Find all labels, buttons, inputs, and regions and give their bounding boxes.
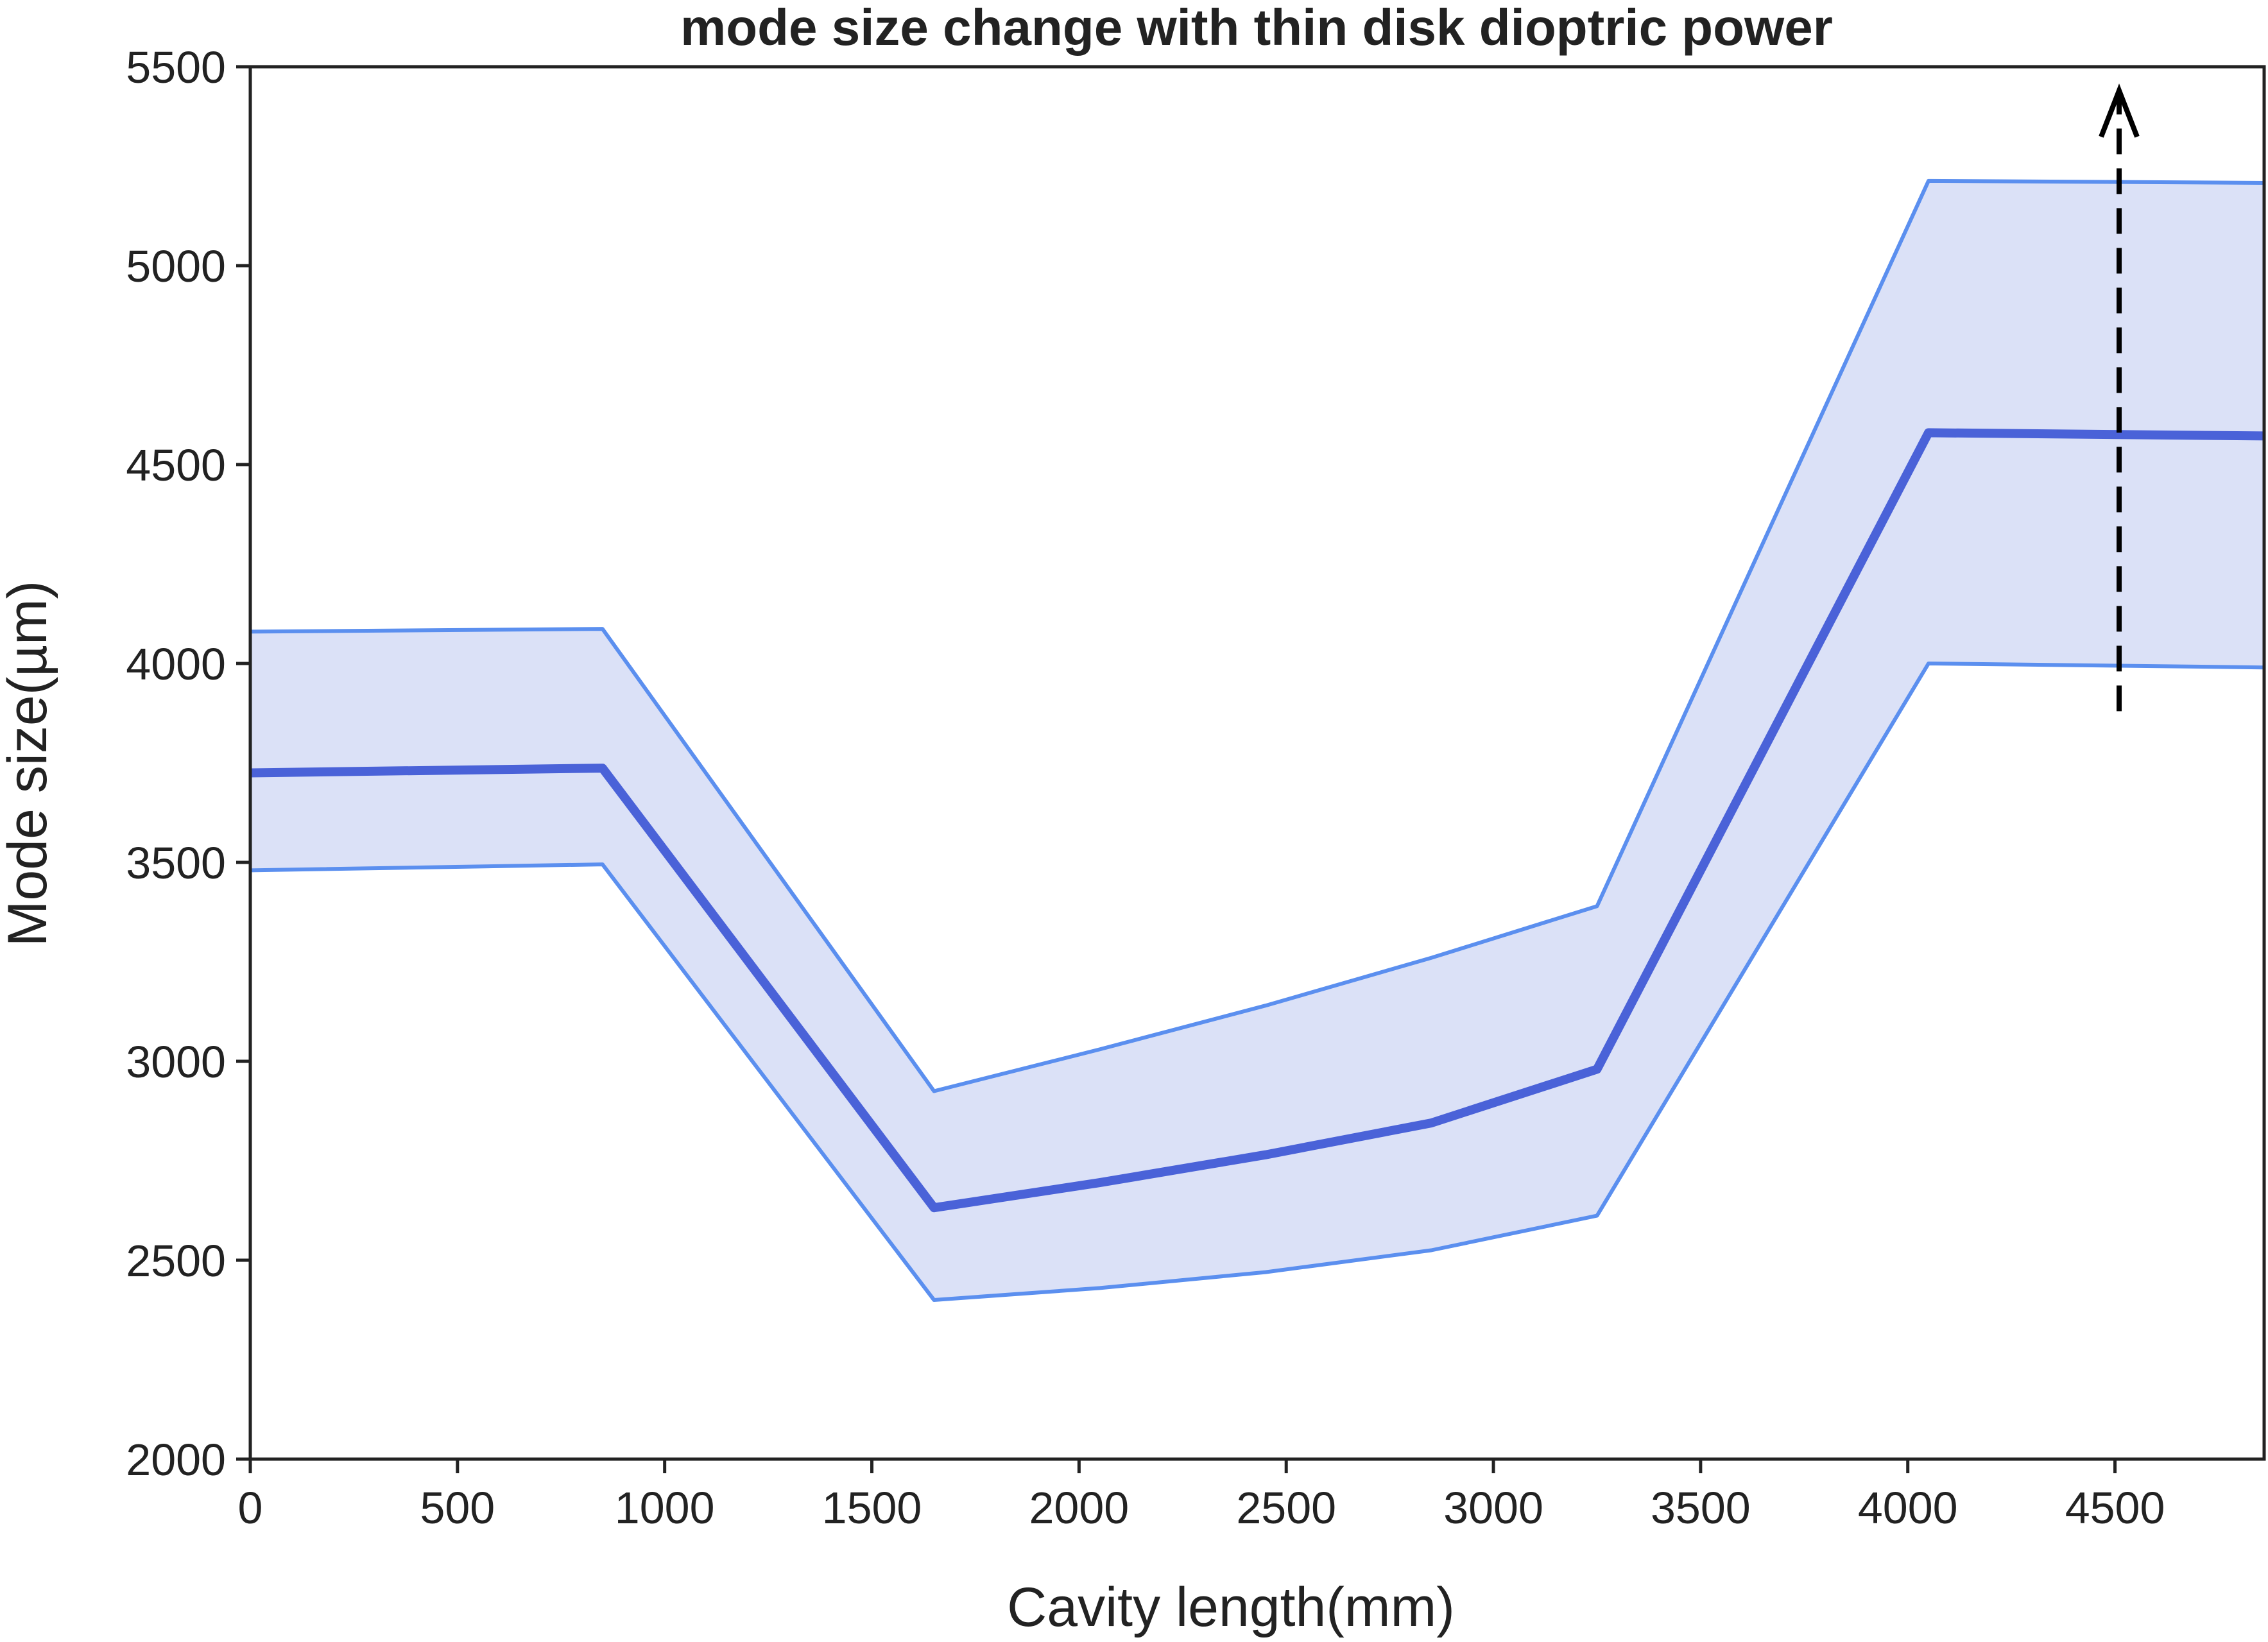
x-tick-label: 2000 — [1029, 1483, 1129, 1533]
x-tick-label: 1500 — [822, 1483, 922, 1533]
center-mode-size-line — [250, 428, 2264, 1213]
plot-frame — [248, 65, 2266, 1461]
y-tick-label: 5000 — [126, 241, 226, 291]
dioptric-power-arrow — [2099, 83, 2140, 712]
y-tick-label: 2000 — [126, 1435, 226, 1485]
arrow-head — [2099, 83, 2140, 138]
x-axis: 0 500 1000 1500 2000 2500 3000 3500 4000 4500 — [238, 1459, 2165, 1533]
x-tick-label: 4500 — [2065, 1483, 2165, 1533]
x-tick-label: 4000 — [1858, 1483, 1958, 1533]
y-tick-label: 3000 — [126, 1037, 226, 1087]
y-tick-label: 5500 — [126, 42, 226, 92]
chart-title: mode size change with thin disk dioptric… — [680, 0, 1833, 56]
x-tick-label: 3500 — [1651, 1483, 1751, 1533]
y-axis-label: Mode size(µm) — [0, 581, 58, 946]
x-tick-label: 0 — [238, 1483, 263, 1533]
y-tick-label: 4000 — [126, 639, 226, 689]
y-axis: 2000 2500 3000 3500 4000 4500 5000 5500 — [126, 42, 250, 1485]
y-tick-label: 3500 — [126, 838, 226, 888]
x-tick-label: 2500 — [1236, 1483, 1336, 1533]
x-tick-label: 3000 — [1443, 1483, 1543, 1533]
upper-bound-line — [250, 178, 2264, 1093]
y-tick-label: 4500 — [126, 440, 226, 490]
plot-area — [250, 178, 2264, 1302]
x-tick-label: 500 — [420, 1483, 495, 1533]
lower-bound-line — [250, 662, 2264, 1302]
x-axis-label: Cavity length(mm) — [1007, 1577, 1455, 1638]
x-tick-label: 1000 — [615, 1483, 715, 1533]
y-tick-label: 2500 — [126, 1236, 226, 1286]
mode-size-band — [250, 180, 2264, 1300]
